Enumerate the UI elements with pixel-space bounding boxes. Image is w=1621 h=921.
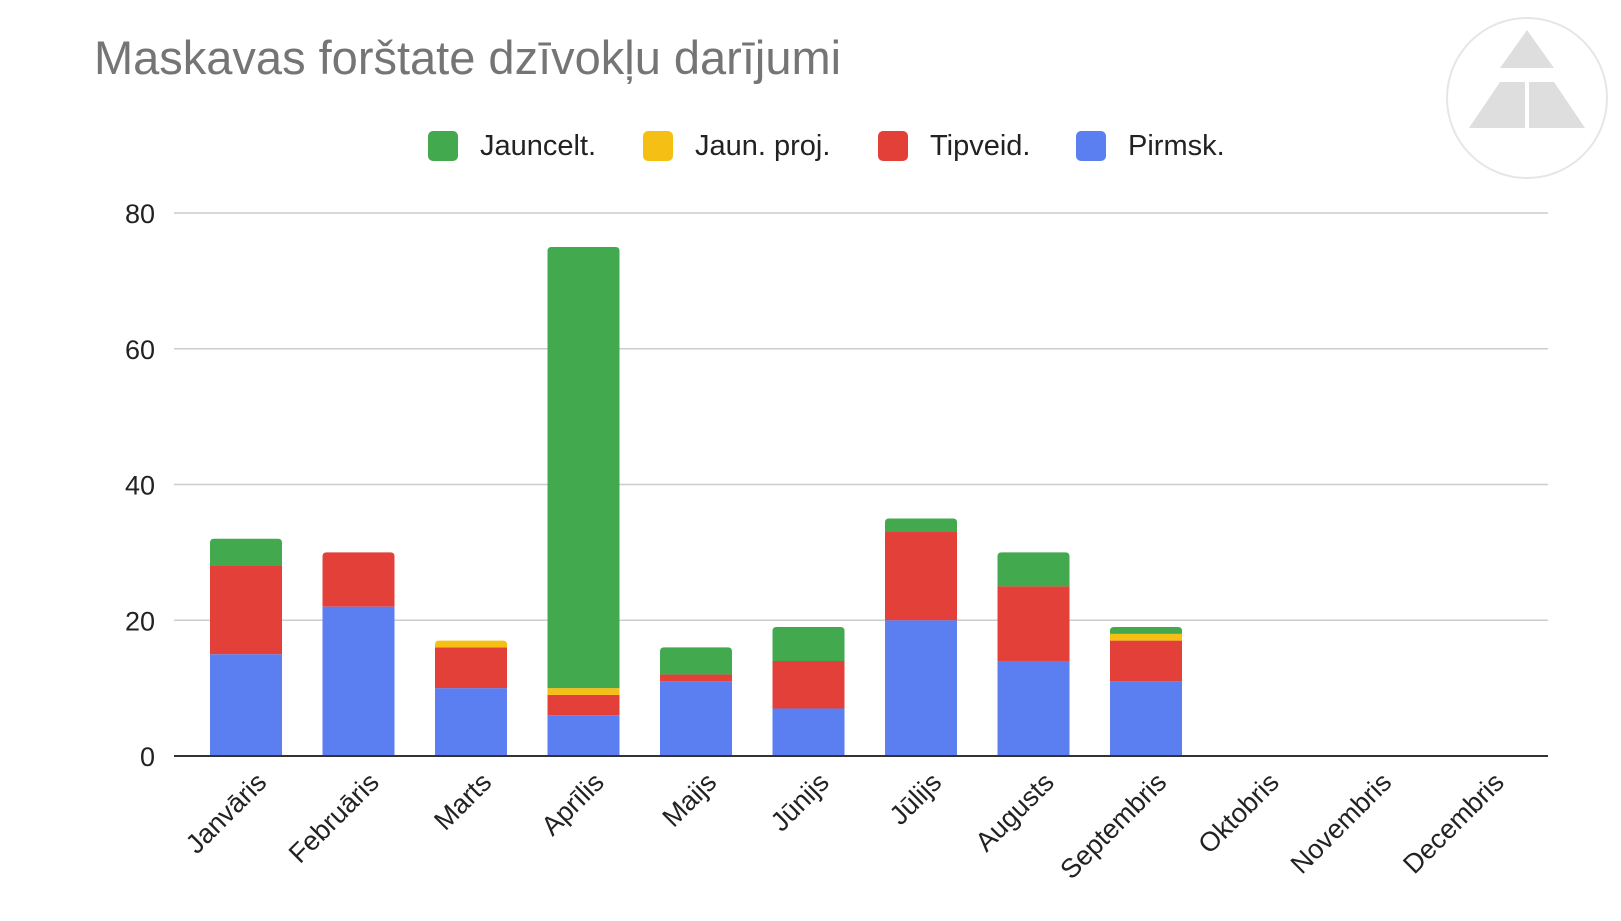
bar-segment [885, 518, 957, 533]
bar-segment [772, 660, 845, 709]
bar-segment [660, 674, 732, 682]
bar-segment [772, 627, 845, 661]
bar-segment [547, 694, 620, 716]
x-tick-label: Jūlijs [884, 767, 948, 831]
x-tick-label: Oktobris [1192, 767, 1284, 859]
bar-segment [1110, 640, 1182, 682]
bar-segment [210, 538, 282, 566]
bar-segment [1110, 633, 1182, 641]
x-tick-label: Maijs [656, 767, 722, 833]
x-tick-label: Septembris [1054, 767, 1172, 885]
bar-segment [322, 552, 395, 607]
bar-segment [997, 552, 1070, 587]
bar-segment [885, 620, 957, 756]
x-tick-label: Janvāris [180, 767, 272, 859]
legend-swatch [878, 131, 908, 161]
bar-segment [210, 565, 282, 655]
bar-segment [547, 246, 620, 689]
x-tick-label: Aprīlis [535, 767, 609, 841]
y-tick-label: 80 [125, 199, 155, 229]
bar-segment [435, 688, 507, 756]
y-tick-label: 40 [125, 471, 155, 501]
bar-segment [997, 660, 1070, 756]
bar-segment [435, 640, 507, 648]
chart-legend: Jauncelt. Jaun. proj. Tipveid. Pirmsk. [0, 128, 1621, 168]
bar-segment [435, 647, 507, 689]
legend-swatch [643, 131, 673, 161]
triangle-logo-icon [1446, 17, 1608, 179]
bar-segment [210, 654, 282, 756]
legend-swatch [1076, 131, 1106, 161]
legend-label: Tipveid. [930, 130, 1031, 162]
x-tick-label: Novembris [1285, 767, 1397, 879]
x-tick-label: Februāris [283, 767, 385, 869]
x-tick-label: Decembris [1397, 767, 1509, 879]
bar-segment [660, 647, 732, 675]
bar-segment [1110, 627, 1182, 634]
bar-segment [1110, 681, 1182, 756]
legend-label: Jaun. proj. [695, 130, 831, 162]
chart-title: Maskavas forštate dzīvokļu darījumi [94, 31, 842, 84]
x-tick-label: Jūnijs [765, 767, 835, 837]
y-tick-label: 0 [140, 742, 155, 772]
bar-segment [772, 708, 845, 756]
legend-swatch [428, 131, 458, 161]
legend-label: Jauncelt. [480, 130, 597, 162]
x-tick-label: Marts [428, 767, 497, 836]
bar-segment [547, 715, 620, 756]
bar-segment [997, 586, 1070, 661]
bar-segment [660, 681, 732, 756]
y-tick-label: 60 [125, 335, 155, 365]
bar-segment [322, 606, 395, 756]
bar-segment [547, 688, 620, 695]
bar-segment [885, 532, 957, 621]
y-tick-label: 20 [125, 606, 155, 636]
legend-label: Pirmsk. [1128, 130, 1225, 162]
x-tick-label: Augusts [970, 767, 1060, 857]
